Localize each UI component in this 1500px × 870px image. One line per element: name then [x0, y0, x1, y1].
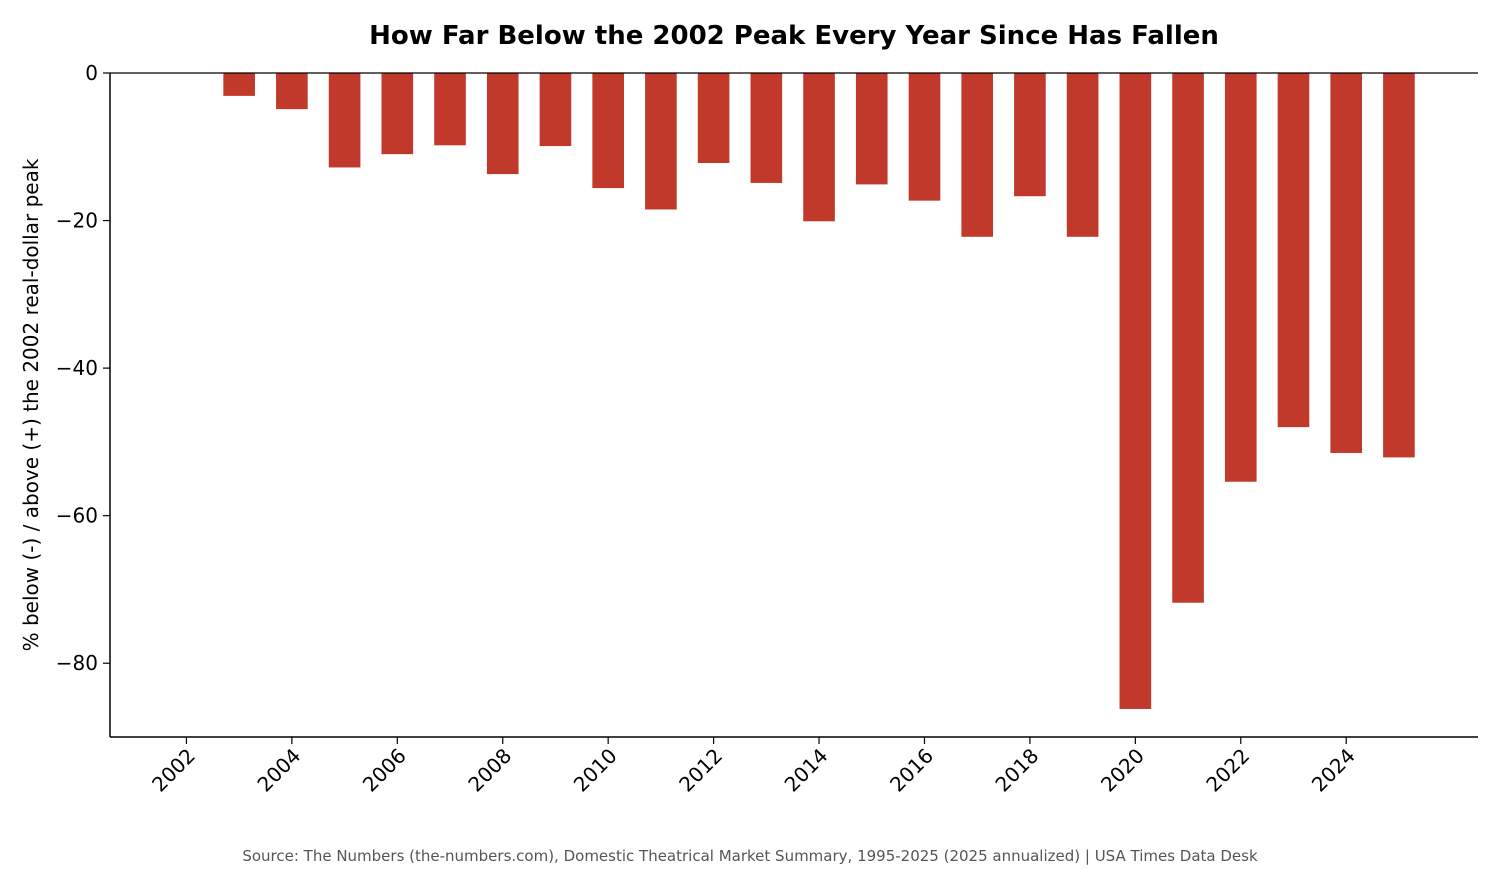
bar-2009 — [539, 73, 572, 147]
bar-2006 — [381, 73, 414, 155]
x-tick-label: 2014 — [780, 744, 833, 797]
y-tick-label: 0 — [85, 61, 98, 85]
bar-2019 — [1066, 73, 1099, 237]
bar-2005 — [328, 73, 361, 168]
bar-2003 — [223, 73, 255, 96]
bar-2012 — [697, 73, 730, 164]
bar-2011 — [645, 73, 677, 210]
x-tick-label: 2016 — [885, 744, 938, 797]
bar-2007 — [434, 73, 466, 146]
bar-2025 — [1383, 73, 1415, 458]
x-tick-label: 2022 — [1201, 744, 1254, 797]
bar-2018 — [1014, 73, 1046, 197]
x-tick-label: 2012 — [674, 744, 727, 797]
y-axis-label: % below (-) / above (+) the 2002 real-do… — [19, 158, 43, 651]
bar-2022 — [1224, 73, 1257, 482]
x-tick-label: 2020 — [1096, 744, 1149, 797]
source-note: Source: The Numbers (the-numbers.com), D… — [242, 847, 1258, 865]
y-axis-ticks: 0 −20 −40 −60 −80 — [56, 61, 110, 675]
bar-2020 — [1119, 73, 1152, 709]
x-tick-label: 2024 — [1307, 744, 1360, 797]
bar-2017 — [961, 73, 994, 237]
y-tick-label: −80 — [56, 651, 98, 675]
x-tick-label: 2010 — [569, 744, 622, 797]
bar-2016 — [908, 73, 941, 201]
bar-2004 — [276, 73, 308, 110]
bar-2010 — [592, 73, 624, 189]
y-tick-label: −40 — [56, 356, 98, 380]
bar-2024 — [1330, 73, 1363, 453]
bar-2014 — [803, 73, 835, 222]
bar-2023 — [1277, 73, 1310, 428]
x-tick-label: 2006 — [358, 744, 411, 797]
plot-area: 0−20−40−60−80 2002 2004 2006 2008 2010 2012 20… — [56, 61, 1478, 797]
y-tick-label: −60 — [56, 504, 98, 528]
bar-2008 — [486, 73, 519, 175]
bar-2021 — [1172, 73, 1204, 603]
x-tick-label: 2018 — [990, 744, 1043, 797]
x-tick-label: 2008 — [463, 744, 516, 797]
x-tick-label: 2004 — [252, 744, 305, 797]
x-axis-ticks: 2002 2004 2006 2008 2010 2012 2014 2016 2018 2020… — [147, 737, 1360, 797]
y-tick-label: −20 — [56, 209, 98, 233]
chart-title: How Far Below the 2002 Peak Every Year S… — [369, 21, 1219, 51]
bars-group — [223, 73, 1415, 709]
bar-2015 — [855, 73, 888, 185]
x-tick-label: 2002 — [147, 744, 200, 797]
bar-2013 — [750, 73, 783, 183]
